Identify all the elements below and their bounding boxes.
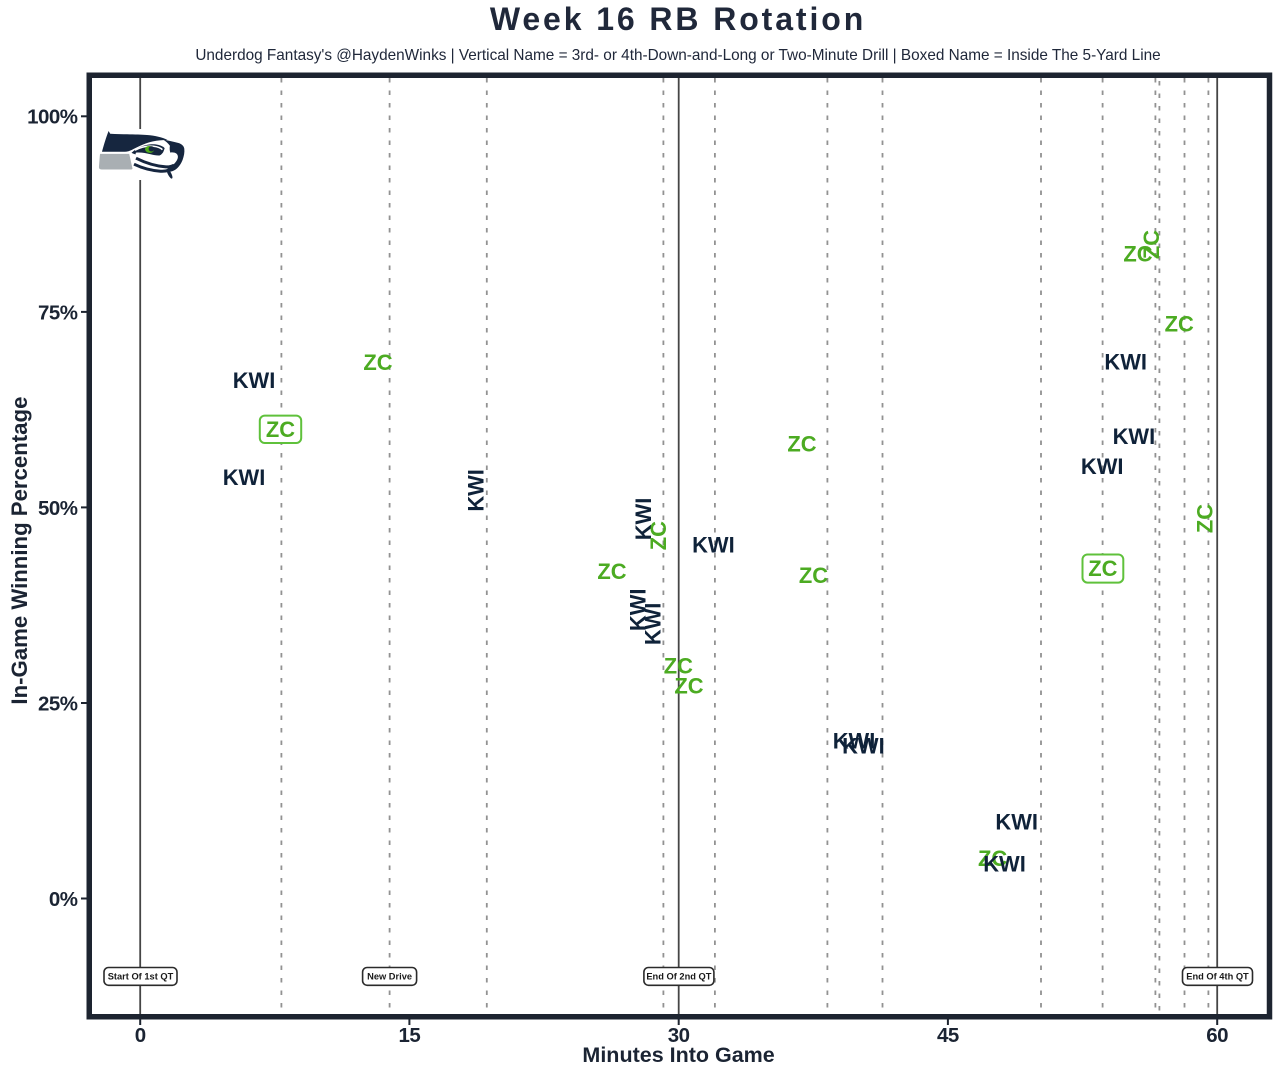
svg-text:ZC: ZC bbox=[787, 432, 816, 457]
svg-text:ZC: ZC bbox=[1139, 230, 1164, 259]
svg-text:Minutes Into Game: Minutes Into Game bbox=[582, 1043, 774, 1067]
svg-text:0: 0 bbox=[135, 1024, 146, 1047]
svg-text:60: 60 bbox=[1206, 1024, 1228, 1047]
svg-text:KWI: KWI bbox=[1081, 454, 1124, 479]
svg-text:KWI: KWI bbox=[464, 469, 489, 512]
svg-text:KWI: KWI bbox=[223, 465, 266, 490]
svg-text:ZC: ZC bbox=[664, 654, 693, 679]
svg-text:ZC: ZC bbox=[363, 350, 392, 375]
svg-text:New Drive: New Drive bbox=[367, 972, 412, 982]
svg-text:KWI: KWI bbox=[640, 603, 665, 646]
svg-text:ZC: ZC bbox=[799, 563, 828, 588]
svg-text:100%: 100% bbox=[27, 106, 78, 129]
svg-text:ZC: ZC bbox=[1165, 312, 1194, 337]
svg-text:KWI: KWI bbox=[842, 733, 885, 758]
svg-text:KWI: KWI bbox=[692, 532, 735, 557]
svg-text:ZC: ZC bbox=[1123, 242, 1152, 267]
svg-text:KWI: KWI bbox=[833, 729, 876, 754]
svg-text:75%: 75% bbox=[38, 301, 78, 324]
svg-text:KWI: KWI bbox=[631, 498, 656, 541]
svg-text:Underdog Fantasy's @HaydenWink: Underdog Fantasy's @HaydenWinks | Vertic… bbox=[195, 47, 1160, 64]
svg-text:50%: 50% bbox=[38, 497, 78, 520]
svg-text:15: 15 bbox=[398, 1024, 420, 1047]
svg-text:End Of 4th QT: End Of 4th QT bbox=[1186, 972, 1249, 982]
svg-text:Week 16 RB Rotation: Week 16 RB Rotation bbox=[490, 1, 866, 37]
svg-text:Start Of 1st QT: Start Of 1st QT bbox=[108, 972, 174, 982]
svg-text:0%: 0% bbox=[49, 888, 78, 911]
svg-text:KWI: KWI bbox=[233, 368, 276, 393]
svg-text:KWI: KWI bbox=[995, 809, 1038, 834]
svg-text:KWI: KWI bbox=[983, 851, 1026, 876]
svg-text:ZC: ZC bbox=[1088, 556, 1117, 581]
svg-text:KWI: KWI bbox=[626, 589, 651, 632]
svg-text:ZC: ZC bbox=[978, 846, 1007, 871]
svg-text:End Of 2nd QT: End Of 2nd QT bbox=[646, 972, 711, 982]
svg-text:ZC: ZC bbox=[674, 673, 703, 698]
svg-text:KWI: KWI bbox=[1113, 424, 1156, 449]
svg-text:KWI: KWI bbox=[1104, 350, 1147, 375]
svg-text:ZC: ZC bbox=[266, 417, 295, 442]
svg-text:ZC: ZC bbox=[597, 559, 626, 584]
svg-text:45: 45 bbox=[937, 1024, 959, 1047]
svg-text:ZC: ZC bbox=[1193, 504, 1218, 533]
svg-text:In-Game Winning Percentage: In-Game Winning Percentage bbox=[7, 397, 32, 705]
svg-text:ZC: ZC bbox=[646, 521, 671, 550]
svg-text:25%: 25% bbox=[38, 692, 78, 715]
svg-text:30: 30 bbox=[668, 1024, 690, 1047]
